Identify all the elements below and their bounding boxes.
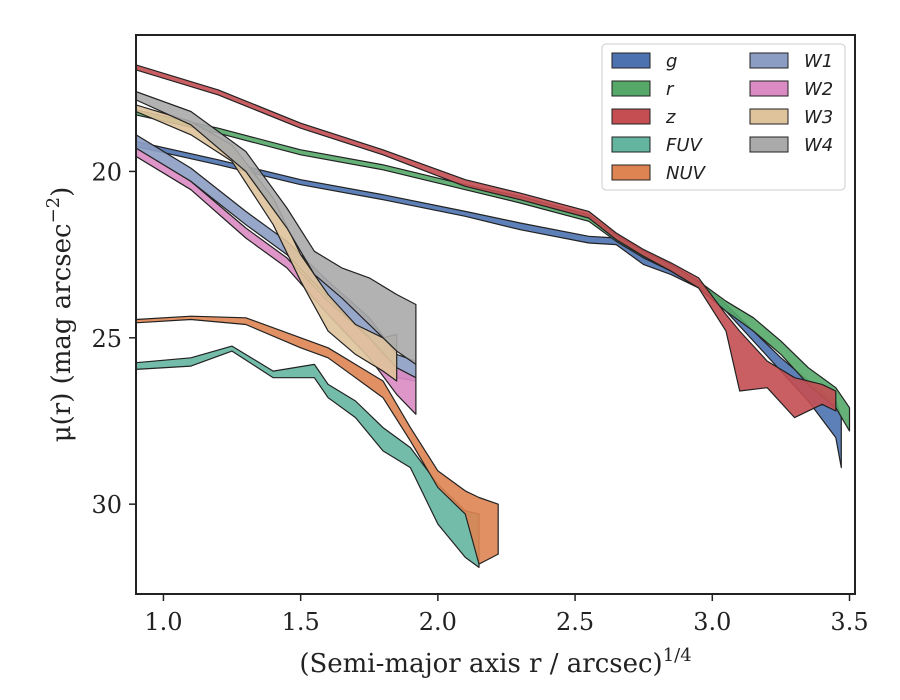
legend-swatch-w3: [749, 108, 789, 125]
legend-label-z: z: [665, 107, 676, 128]
x-axis-label: (Semi-major axis r / arcsec)1/4: [299, 645, 691, 679]
legend-label-fuv: FUV: [666, 135, 704, 156]
x-tick-label: 3.5: [830, 608, 868, 636]
axes: 1.0 1.5 2.0 2.5 3.0 3.5 20 25 30 (Semi-major axis…: [43, 34, 869, 679]
y-axis-label: μ(r) (mag arcsec−2): [43, 187, 77, 443]
x-tick-label: 1.5: [282, 608, 320, 636]
x-tick-label: 3.0: [693, 608, 731, 636]
legend-label-w4: W4: [804, 135, 833, 156]
x-axis-label-main: (Semi-major axis r / arcsec): [299, 649, 662, 679]
y-tick-label: 25: [91, 325, 122, 353]
series-band-g: [136, 140, 842, 469]
y-axis-label-superscript: −2: [43, 197, 64, 224]
plot-area: [136, 64, 851, 568]
legend-swatch-z: [611, 108, 651, 125]
series-band-nuv: [136, 315, 499, 565]
legend-swatch-w2: [749, 80, 789, 97]
x-tick-label: 1.0: [144, 608, 182, 636]
legend-swatch-w1: [749, 52, 789, 69]
x-tick-label: 2.0: [419, 608, 457, 636]
x-axis-label-superscript: 1/4: [663, 645, 692, 666]
y-axis-label-main: μ(r) (mag arcsec: [47, 223, 77, 442]
y-tick-label: 20: [91, 158, 122, 186]
legend-swatch-g: [611, 52, 651, 69]
legend-swatch-nuv: [611, 164, 651, 181]
y-tick-label: 30: [91, 491, 122, 519]
legend-label-r: r: [666, 79, 675, 100]
legend-swatch-r: [611, 80, 651, 97]
legend-swatch-w4: [749, 136, 789, 153]
plot-frame: [135, 34, 856, 595]
legend-label-w1: W1: [804, 51, 833, 72]
series-bands: [136, 64, 851, 568]
legend: grz FUV NUV W1 W2 W3 W4: [601, 43, 846, 191]
legend-label-w2: W2: [804, 79, 833, 100]
y-axis-label-close: ): [47, 187, 77, 197]
legend-label-g: g: [666, 51, 677, 72]
legend-label-w3: W3: [804, 107, 833, 128]
legend-swatch-fuv: [611, 136, 651, 153]
legend-label-nuv: NUV: [666, 163, 707, 184]
series-band-z: [136, 64, 837, 419]
series-band-w4: [136, 91, 417, 365]
series-band-w2: [136, 147, 417, 415]
series-band-fuv: [136, 345, 480, 568]
x-tick-label: 2.5: [556, 608, 594, 636]
